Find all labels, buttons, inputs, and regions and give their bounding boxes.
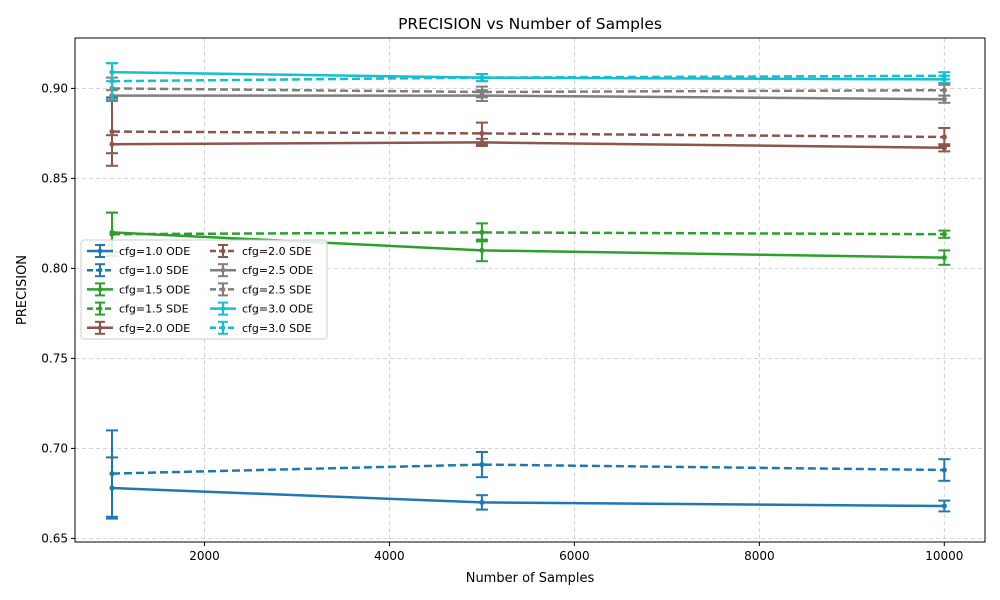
legend-swatch-marker (220, 248, 226, 254)
legend-swatch-marker (220, 267, 226, 273)
data-point (109, 471, 115, 477)
data-point (479, 89, 485, 95)
y-tick-label: 0.75 (41, 351, 68, 365)
data-point (109, 78, 115, 84)
legend-label: cfg=1.5 ODE (119, 283, 190, 296)
legend-item: cfg=2.5 SDE (210, 282, 312, 297)
y-tick-label: 0.90 (41, 81, 68, 95)
series-line (111, 231, 945, 236)
legend-box (80, 239, 328, 340)
legend-label: cfg=2.0 ODE (119, 322, 190, 335)
legend-swatch-marker (97, 325, 103, 331)
legend-swatch-marker (97, 287, 103, 292)
grid (75, 38, 985, 542)
data-point (941, 255, 947, 261)
legend-swatch-marker (220, 306, 226, 311)
legend-swatch-marker (97, 267, 103, 273)
data-point (941, 231, 947, 237)
data-point (479, 462, 485, 468)
series-line (111, 130, 945, 139)
series-layer (105, 62, 951, 520)
legend-label: cfg=2.0 SDE (242, 245, 312, 258)
legend-swatch-marker (220, 287, 226, 292)
data-point (941, 134, 947, 140)
data-point (941, 503, 947, 509)
legend-swatch-marker (220, 325, 226, 331)
legend-item: cfg=1.0 SDE (87, 263, 189, 278)
legend-item: cfg=3.0 ODE (210, 301, 313, 316)
series-cfg-3-0-sde (105, 62, 951, 101)
chart-title: PRECISION vs Number of Samples (398, 15, 662, 33)
x-axis-label: Number of Samples (466, 571, 595, 586)
data-point (941, 467, 947, 473)
legend-label: cfg=1.0 SDE (119, 264, 189, 277)
legend-item: cfg=1.0 ODE (87, 244, 190, 258)
legend: cfg=1.0 ODE cfg=1.0 SDE cfg=1.5 ODE cfg=1.5… (80, 239, 328, 340)
legend-item: cfg=2.5 ODE (210, 263, 313, 278)
x-tick-label: 2000 (189, 549, 220, 563)
legend-label: cfg=3.0 ODE (242, 303, 313, 316)
y-axis-label: PRECISION (15, 255, 30, 325)
legend-item: cfg=1.5 ODE (87, 282, 190, 297)
legend-label: cfg=2.5 ODE (242, 264, 313, 277)
y-tick-label: 0.80 (41, 261, 68, 275)
data-point (479, 130, 485, 136)
y-axis: 0.65 0.70 0.75 0.80 0.85 0.90 (41, 81, 75, 545)
legend-item: cfg=1.5 SDE (87, 301, 189, 316)
legend-label: cfg=3.0 SDE (242, 322, 312, 335)
legend-label: cfg=1.5 SDE (119, 303, 189, 316)
y-tick-label: 0.65 (41, 531, 68, 545)
data-point (941, 73, 947, 79)
legend-item: cfg=2.0 ODE (87, 320, 190, 335)
legend-swatch-marker (97, 306, 103, 311)
x-tick-label: 4000 (374, 549, 405, 563)
data-point (479, 499, 485, 505)
x-tick-label: 6000 (559, 549, 590, 563)
data-point (479, 247, 485, 253)
legend-label: cfg=2.5 SDE (242, 283, 312, 296)
legend-label: cfg=1.0 ODE (119, 245, 190, 258)
legend-swatch-marker (97, 248, 103, 254)
data-point (109, 129, 115, 135)
plot-frame (74, 37, 986, 543)
x-tick-label: 8000 (744, 549, 775, 563)
data-point (941, 87, 947, 93)
series-line (111, 74, 945, 83)
x-tick-label: 10000 (925, 549, 963, 563)
x-axis: 2000 4000 6000 8000 10000 (189, 542, 963, 563)
series-cfg-1-0-sde (105, 429, 951, 518)
legend-item: cfg=3.0 SDE (210, 320, 312, 335)
data-point (109, 231, 115, 237)
y-tick-label: 0.70 (41, 441, 68, 455)
data-point (941, 96, 947, 102)
series-line (111, 87, 945, 94)
y-tick-label: 0.85 (41, 171, 68, 185)
data-point (479, 229, 485, 235)
series-line (111, 463, 945, 475)
legend-item: cfg=2.0 SDE (210, 244, 312, 258)
data-point (479, 75, 485, 81)
